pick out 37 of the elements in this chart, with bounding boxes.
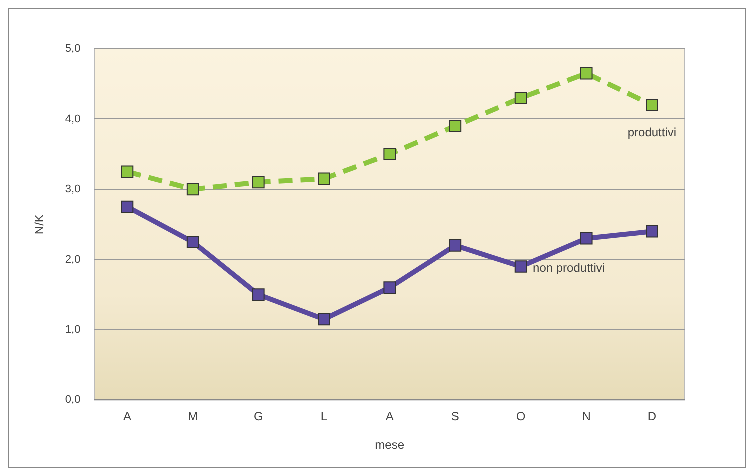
x-tick-label: N	[582, 410, 591, 424]
x-tick-label: A	[386, 410, 394, 424]
point	[514, 92, 528, 104]
point	[384, 282, 396, 294]
point	[186, 236, 200, 248]
x-tick-label: D	[648, 410, 657, 424]
y-tick-label: 2,0	[65, 254, 81, 266]
point	[646, 225, 658, 238]
point	[318, 172, 330, 186]
y-axis-title: N/K	[32, 214, 47, 235]
x-tick-label: M	[188, 410, 198, 424]
point	[384, 148, 396, 161]
point	[121, 166, 134, 178]
x-tick-label: L	[320, 410, 328, 424]
point	[252, 288, 265, 301]
y-tick-label: 1,0	[65, 324, 81, 336]
series-label: produttivi	[628, 126, 677, 140]
point	[514, 260, 528, 273]
point	[449, 120, 462, 132]
series-label: non produttivi	[533, 261, 606, 276]
x-tick-label: S	[451, 410, 460, 424]
x-axis-title: mese	[375, 438, 405, 452]
point	[580, 67, 593, 80]
point	[646, 99, 658, 112]
point	[252, 176, 265, 189]
y-tick-label: 0,0	[65, 394, 81, 406]
x-tick-label: G	[254, 410, 264, 424]
x-tick-label: O	[516, 410, 526, 424]
point	[121, 200, 134, 214]
y-tick-label: 4,0	[65, 113, 81, 126]
x-tick-label: A	[123, 410, 132, 424]
point	[580, 232, 593, 245]
y-tick-label: 5,0	[65, 43, 81, 56]
point	[318, 313, 330, 326]
y-tick-label: 3,0	[65, 184, 81, 196]
point	[186, 183, 200, 196]
point	[449, 240, 462, 252]
